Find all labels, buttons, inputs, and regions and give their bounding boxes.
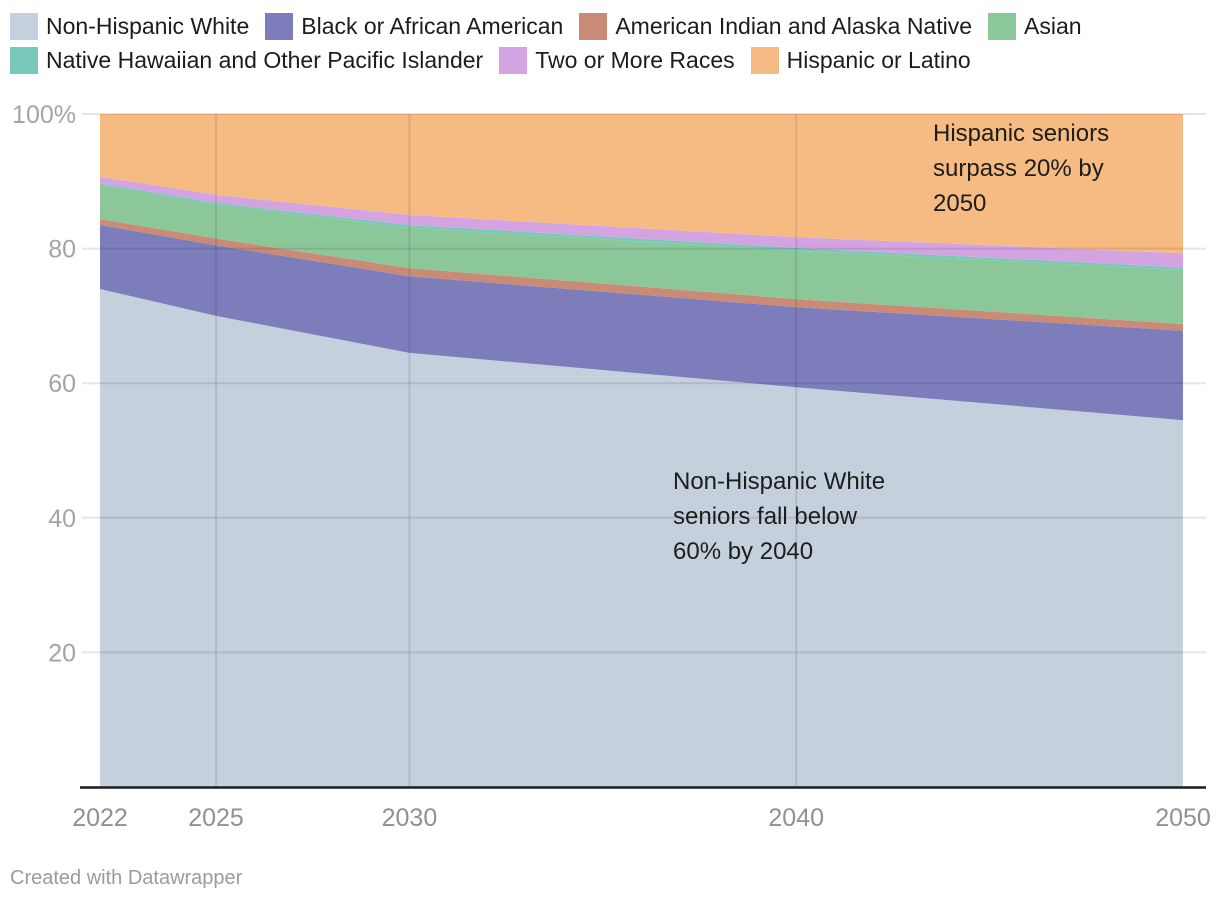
legend: Non-Hispanic White Black or African Ameri…: [10, 13, 1210, 74]
y-axis-label-60: 60: [48, 370, 76, 398]
legend-item-asian: Asian: [988, 13, 1082, 40]
x-axis-label-2030: 2030: [382, 804, 438, 832]
area-black-or-african-american[interactable]: [100, 225, 1183, 421]
legend-item-non-hispanic-white: Non-Hispanic White: [10, 13, 249, 40]
annotation-line: 2050: [933, 190, 987, 217]
annotation-non-hispanic-white: Non-Hispanic White seniors fall below 60…: [673, 464, 885, 569]
legend-swatch-two-or-more-races: [499, 47, 528, 74]
x-axis-label-2022: 2022: [72, 804, 128, 832]
annotation-line: Hispanic seniors: [933, 120, 1110, 147]
legend-swatch-non-hispanic-white: [10, 13, 38, 40]
legend-item-american-indian-and-alaska-native: American Indian and Alaska Native: [579, 13, 972, 40]
x-axis-label-2025: 2025: [188, 804, 244, 832]
datawrapper-credit: Created with Datawrapper: [10, 867, 243, 889]
legend-label: Asian: [1024, 13, 1082, 39]
y-axis-label-80: 80: [48, 236, 76, 264]
legend-label: American Indian and Alaska Native: [615, 13, 973, 39]
legend-item-native-hawaiian-and-other-pacific-islander: Native Hawaiian and Other Pacific Island…: [10, 47, 483, 74]
annotation-line: surpass 20% by: [933, 155, 1104, 182]
legend-label: Non-Hispanic White: [46, 13, 250, 39]
annotation-line: 60% by 2040: [673, 538, 814, 565]
area-hispanic-or-latino[interactable]: [100, 114, 1183, 254]
legend-swatch-black-or-african-american: [265, 13, 294, 40]
legend-swatch-hispanic-or-latino: [750, 47, 779, 74]
annotation-hispanic-seniors: Hispanic seniors surpass 20% by 2050: [933, 116, 1109, 221]
legend-item-black-or-african-american: Black or African American: [265, 13, 563, 40]
annotation-line: seniors fall below: [673, 503, 858, 530]
legend-item-hispanic-or-latino: Hispanic or Latino: [750, 47, 971, 74]
legend-label: Two or More Races: [535, 47, 735, 73]
y-axis-label-20: 20: [48, 639, 76, 667]
area-american-indian-and-alaska-native[interactable]: [100, 218, 1183, 331]
y-axis-label-100: 100%: [12, 101, 76, 129]
legend-swatch-native-hawaiian-and-other-pacific-islander: [10, 47, 38, 74]
area-non-hispanic-white[interactable]: [100, 288, 1183, 787]
x-axis-label-2040: 2040: [768, 804, 824, 832]
legend-label: Hispanic or Latino: [786, 47, 971, 73]
annotation-line: Non-Hispanic White: [673, 468, 886, 495]
y-axis-label-40: 40: [48, 505, 76, 533]
legend-label: Native Hawaiian and Other Pacific Island…: [46, 47, 484, 73]
legend-swatch-american-indian-and-alaska-native: [579, 13, 608, 40]
legend-swatch-asian: [988, 13, 1017, 40]
x-axis-label-2050: 2050: [1155, 804, 1211, 832]
legend-label: Black or African American: [301, 13, 564, 39]
area-asian[interactable]: [100, 185, 1183, 324]
area-two-or-more-races[interactable]: [100, 176, 1183, 268]
legend-item-two-or-more-races: Two or More Races: [499, 47, 735, 74]
